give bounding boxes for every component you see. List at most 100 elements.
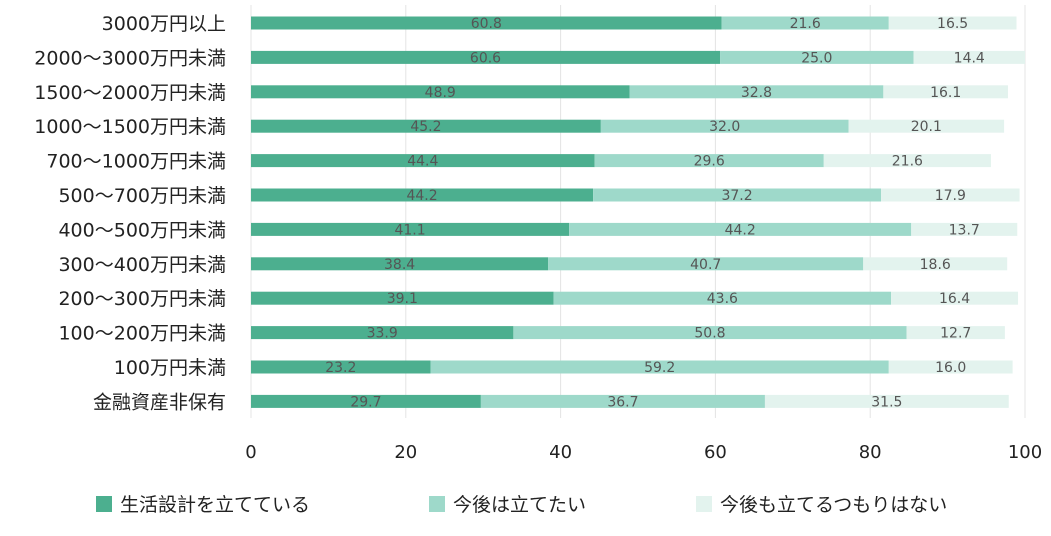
data-label-series-0: 29.7 [350,394,381,410]
category-label: 金融資産非保有 [93,391,226,413]
bar-segment-series-2 [888,360,1013,374]
x-tick-label-40: 40 [549,442,572,463]
bar-segment-series-2 [823,154,991,168]
data-label-series-0: 23.2 [325,360,356,376]
data-label-series-2: 16.1 [930,85,961,101]
bar-segment-series-2 [848,119,1005,133]
category-label: 100万円未満 [114,357,226,379]
bar-segment-series-2 [906,326,1005,340]
category-label: 1500〜2000万円未満 [34,82,226,104]
bar-segment-series-0 [251,85,630,99]
data-label-series-1: 25.0 [801,50,832,66]
x-tick-labels: 0 20 40 60 80 100 [245,442,1042,463]
legend-label-planned: 生活設計を立てている [120,494,311,516]
bar-segment-series-1 [600,119,849,133]
bar-segment-series-1 [480,394,765,408]
bar-segment-series-1 [593,188,882,202]
legend-swatch-planned [96,495,112,512]
data-label-series-1: 29.6 [694,154,725,170]
bars: 60.8 21.6 16.5 60.6 25.0 14.4 48.9 32.8 16.1 45.2… [251,16,1025,410]
category-label: 300〜400万円未満 [58,254,226,276]
legend: 生活設計を立てている 今後は立てたい 今後も立てるつもりはない [0,490,1051,526]
data-label-series-1: 43.6 [707,291,738,307]
bar-segment-series-2 [863,257,1008,271]
data-label-series-1: 50.8 [694,326,725,342]
bar-segment-series-0 [251,119,601,133]
bar-segment-series-0 [251,326,514,340]
bar-segment-series-2 [913,50,1025,64]
bar-segment-series-0 [251,188,594,202]
x-tick-label-80: 80 [859,442,882,463]
data-label-series-2: 16.5 [937,16,968,32]
data-label-series-1: 59.2 [644,360,675,376]
bar-segment-series-1 [721,16,889,30]
bar-segment-series-1 [569,222,912,236]
data-label-series-0: 60.6 [470,50,501,66]
legend-item-no-plan: 今後も立てるつもりはない [696,490,947,517]
bar-segment-series-1 [553,291,892,305]
data-label-series-2: 12.7 [940,326,971,342]
bar-segment-series-2 [888,16,1017,30]
x-tick-label-0: 0 [245,442,256,463]
legend-swatch-will-plan [429,495,445,512]
category-label: 700〜1000万円未満 [46,151,226,173]
bar-segment-series-0 [251,394,481,408]
x-tick-label-60: 60 [704,442,727,463]
legend-label-no-plan: 今後も立てるつもりはない [720,494,948,516]
bar-segment-series-0 [251,291,554,305]
bar-segment-series-2 [891,291,1019,305]
data-label-series-0: 44.4 [407,154,438,170]
data-label-series-1: 32.8 [741,85,772,101]
data-label-series-0: 45.2 [410,119,441,135]
bar-segment-series-1 [513,326,907,340]
bar-segment-series-1 [430,360,889,374]
data-label-series-1: 37.2 [721,188,752,204]
legend-swatch-no-plan [696,495,712,512]
bar-segment-series-0 [251,257,549,271]
bar-segment-series-1 [594,154,824,168]
x-tick-label-100: 100 [1008,442,1042,463]
x-tick-label-20: 20 [394,442,417,463]
bar-segment-series-1 [548,257,864,271]
legend-item-planned: 生活設計を立てている [96,490,310,517]
data-label-series-2: 14.4 [954,50,985,66]
data-label-series-2: 17.9 [935,188,966,204]
bar-segment-series-1 [629,85,884,99]
data-label-series-0: 33.9 [367,326,398,342]
grid-lines [250,5,1026,418]
category-label: 200〜300万円未満 [58,288,226,310]
category-label: 500〜700万円未満 [58,185,226,207]
data-label-series-2: 21.6 [892,154,923,170]
data-label-series-1: 40.7 [690,257,721,273]
data-label-series-1: 36.7 [607,394,638,410]
bar-segment-series-0 [251,360,431,374]
data-label-series-2: 16.4 [939,291,970,307]
bar-segment-series-2 [881,188,1020,202]
category-label: 100〜200万円未満 [58,323,226,345]
bar-segment-series-2 [911,222,1018,236]
category-label: 2000〜3000万円未満 [34,47,226,69]
category-label: 3000万円以上 [102,13,226,35]
bar-segment-series-2 [883,85,1008,99]
bar-segment-series-0 [251,16,722,30]
data-label-series-1: 32.0 [709,119,740,135]
data-label-series-0: 38.4 [384,257,415,273]
data-label-series-2: 18.6 [920,257,951,273]
category-label: 400〜500万円未満 [58,219,226,241]
bar-segment-series-0 [251,154,595,168]
data-label-series-0: 44.2 [406,188,437,204]
bar-segment-series-2 [764,394,1009,408]
data-label-series-2: 31.5 [871,394,902,410]
data-label-series-1: 21.6 [790,16,821,32]
data-label-series-2: 16.0 [935,360,966,376]
bar-segment-series-0 [251,222,570,236]
stacked-bar-chart: 60.8 21.6 16.5 60.6 25.0 14.4 48.9 32.8 16.1 45.2… [34,5,1042,463]
bar-segment-series-0 [251,50,721,64]
category-labels: 3000万円以上 2000〜3000万円未満 1500〜2000万円未満 1000〜1… [34,13,226,413]
data-label-series-2: 13.7 [949,222,980,238]
data-label-series-0: 41.1 [394,222,425,238]
bar-segment-series-1 [720,50,914,64]
data-label-series-2: 20.1 [911,119,942,135]
data-label-series-0: 48.9 [425,85,456,101]
category-label: 1000〜1500万円未満 [34,116,226,138]
